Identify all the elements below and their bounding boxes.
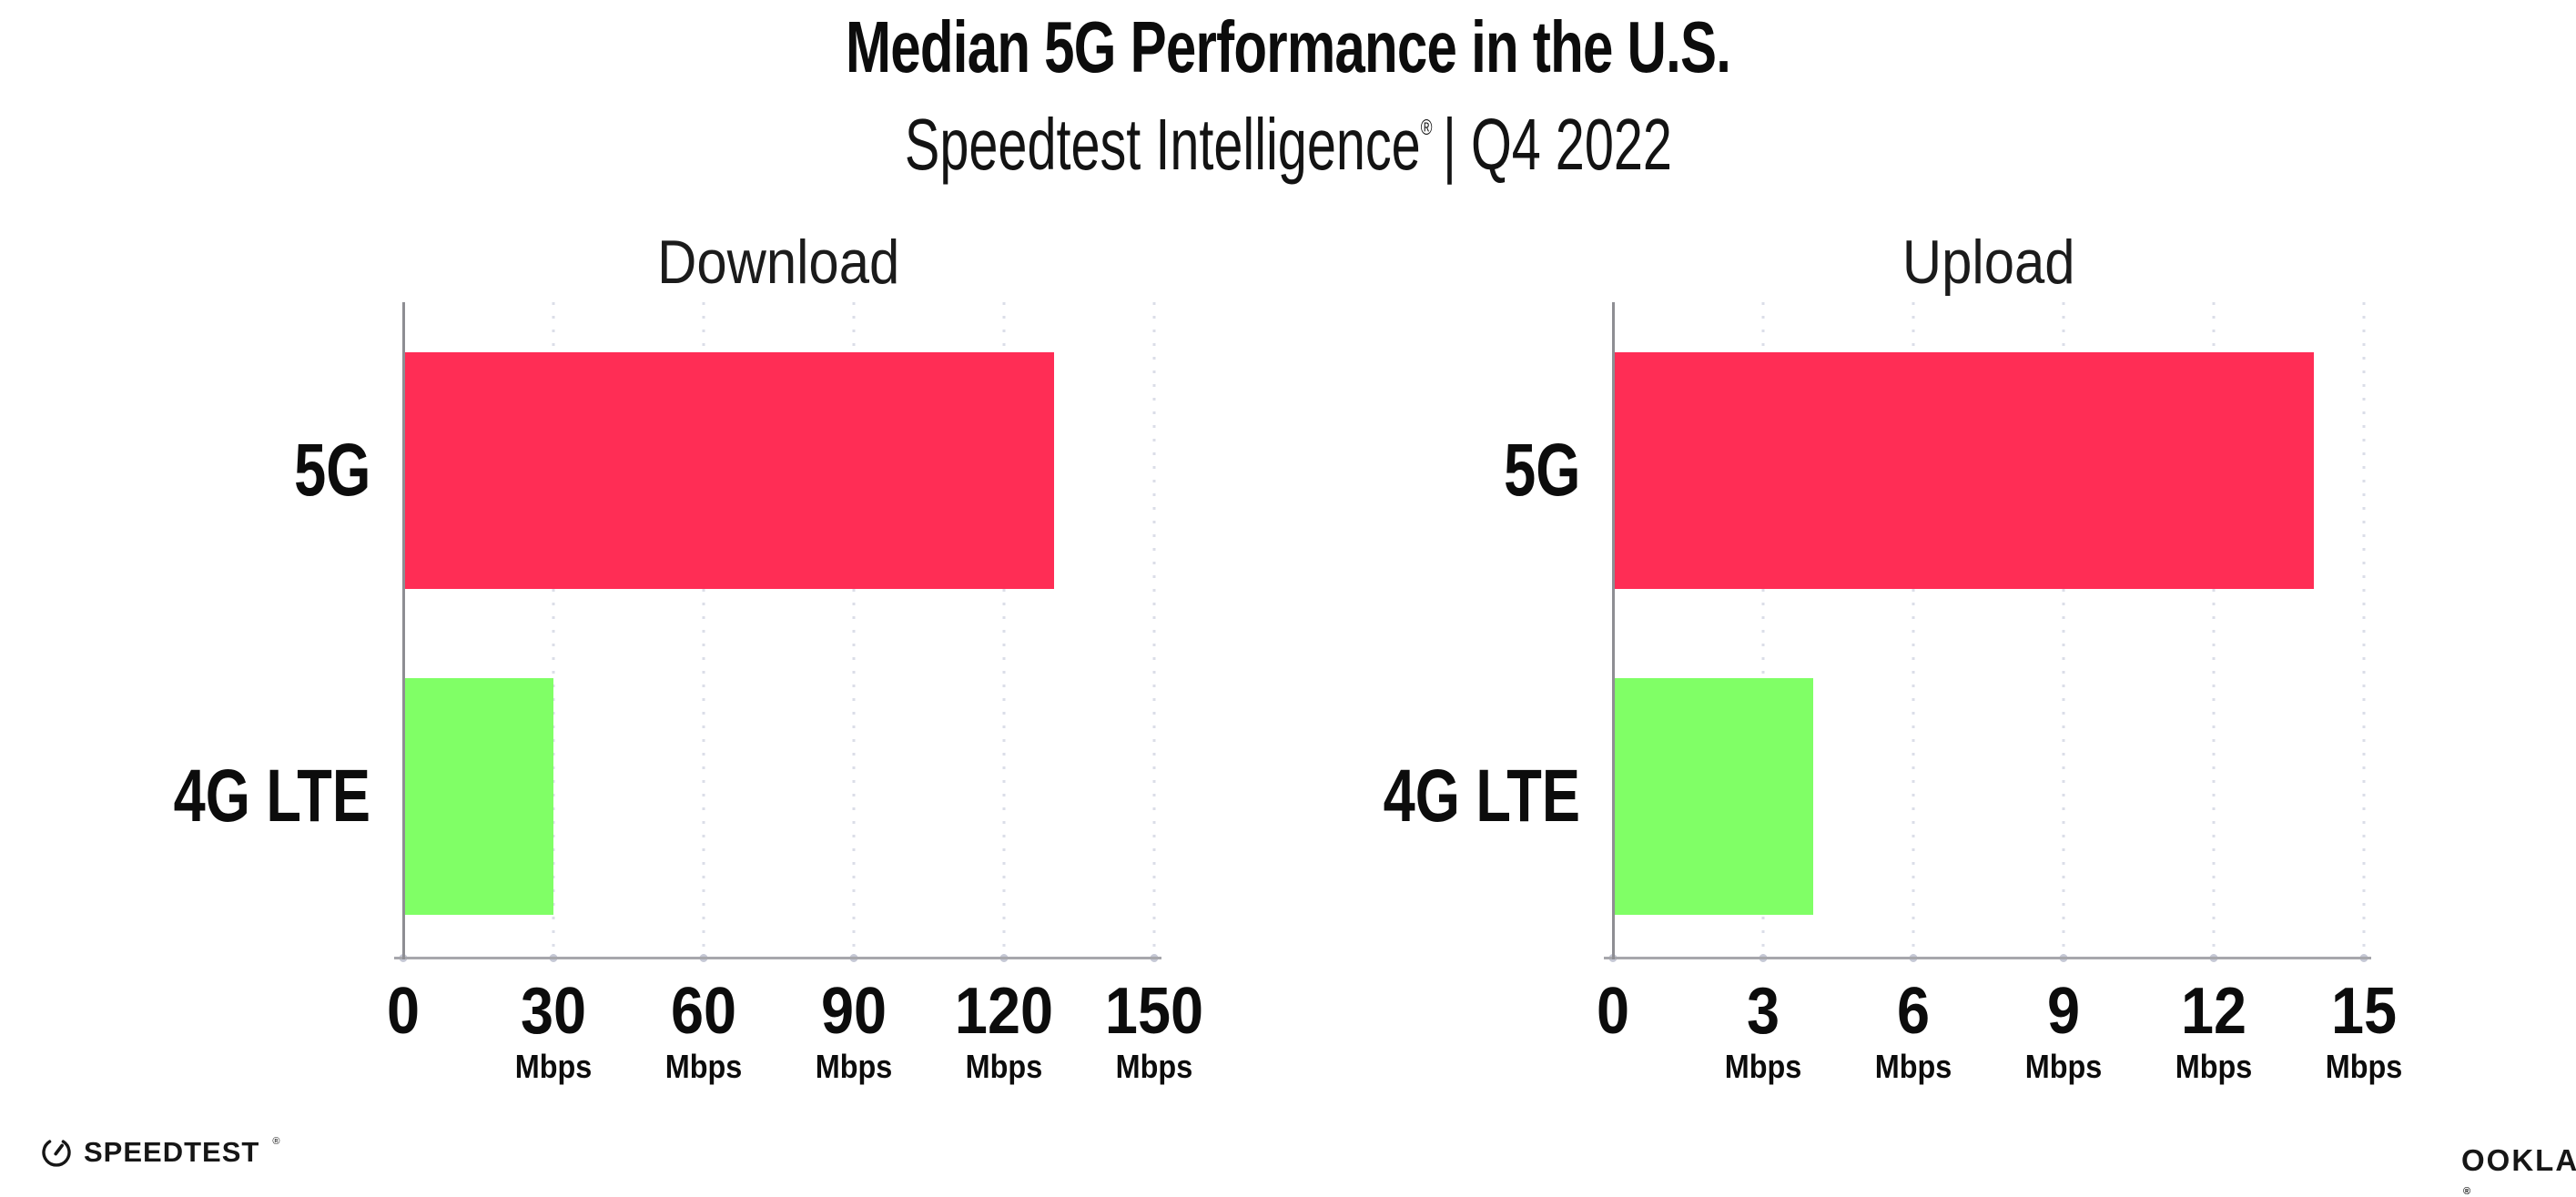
- bar-4g-lte: [403, 678, 553, 915]
- gridline: [1152, 302, 1156, 959]
- tick-label: 30 Mbps: [511, 979, 596, 1083]
- category-label-5g: 5G: [1503, 429, 1580, 512]
- tick-unit: Mbps: [1724, 1048, 1802, 1085]
- tick-label: 90 Mbps: [811, 979, 897, 1083]
- page-title: Median 5G Performance in the U.S.: [845, 6, 1731, 87]
- tick-value: 150: [1104, 975, 1204, 1048]
- tick-unit: Mbps: [1115, 1048, 1193, 1085]
- ookla-label: OOKLA: [2461, 1143, 2576, 1177]
- tick-value: 15: [2330, 975, 2398, 1048]
- gridline: [852, 302, 856, 959]
- tick-label: 6 Mbps: [1871, 979, 1956, 1083]
- chart-upload: Upload 0 3 Mbps 6 Mbps 9 Mbps 12 Mbps 15 Mbps 5G 4G L…: [1384, 231, 2403, 1083]
- tick-value: 9: [2046, 975, 2081, 1048]
- ookla-wordmark: OOKLA ®: [2461, 1143, 2576, 1197]
- tick-value: 0: [1596, 975, 1630, 1048]
- y-axis-line: [1612, 302, 1615, 959]
- tick-unit: Mbps: [815, 1048, 893, 1085]
- gridline: [2062, 302, 2065, 959]
- subtitle-brand: Speedtest Intelligence: [904, 104, 1421, 185]
- gridline: [702, 302, 705, 959]
- gridline: [1761, 302, 1765, 959]
- bar-4g-lte: [1613, 678, 1813, 915]
- tick-unit: Mbps: [1874, 1048, 1952, 1085]
- chart-title-text: Upload: [1902, 228, 2075, 297]
- tick-unit: Mbps: [2325, 1048, 2403, 1085]
- registered-mark: ®: [1420, 116, 1433, 140]
- gridline: [1912, 302, 1915, 959]
- tick-label: 0: [385, 979, 421, 1044]
- tick-label: 3 Mbps: [1720, 979, 1806, 1083]
- category-label-4g-lte: 4G LTE: [1383, 755, 1580, 837]
- chart-title: Upload: [1613, 231, 2364, 293]
- tick-value: 120: [954, 975, 1054, 1048]
- tick-label: 15 Mbps: [2321, 979, 2407, 1083]
- tick-value: 60: [670, 975, 737, 1048]
- tick-value: 6: [1896, 975, 1931, 1048]
- chart-title-text: Download: [657, 228, 900, 297]
- y-axis-line: [402, 302, 405, 959]
- speedtest-gauge-icon: [42, 1140, 71, 1167]
- bar-5g: [403, 352, 1054, 589]
- tick-unit: Mbps: [2024, 1048, 2103, 1085]
- tick-value: 0: [386, 975, 421, 1048]
- tick-label: 150 Mbps: [1100, 979, 1209, 1083]
- tick-label: 9 Mbps: [2021, 979, 2106, 1083]
- tick-value: 30: [520, 975, 587, 1048]
- gridline: [1002, 302, 1006, 959]
- gridline: [2212, 302, 2216, 959]
- x-axis-line: [1604, 957, 2371, 959]
- x-axis-line: [394, 957, 1161, 959]
- tick-label: 0: [1595, 979, 1631, 1044]
- tick-value: 12: [2180, 975, 2247, 1048]
- ookla-registered-mark: ®: [2463, 1186, 2473, 1197]
- plot-area: [1604, 302, 2371, 962]
- speedtest-wordmark: SPEEDTEST: [84, 1136, 260, 1168]
- speedtest-registered-mark: ®: [272, 1136, 280, 1147]
- tick-label: 60 Mbps: [661, 979, 746, 1083]
- gridline: [2362, 302, 2366, 959]
- gridline: [552, 302, 555, 959]
- tick-value: 90: [820, 975, 887, 1048]
- category-label-5g: 5G: [293, 429, 370, 512]
- chart-download: Download 0 30 Mbps 60 Mbps 90 Mbps 120 Mbps 150 Mbp…: [174, 231, 1203, 1083]
- tick-unit: Mbps: [664, 1048, 743, 1085]
- bar-5g: [1613, 352, 2314, 589]
- page-subtitle: Speedtest Intelligence® | Q4 2022: [0, 108, 2576, 181]
- tick-value: 3: [1746, 975, 1780, 1048]
- tick-label: 12 Mbps: [2171, 979, 2257, 1083]
- tick-unit: Mbps: [514, 1048, 593, 1085]
- tick-label: 120 Mbps: [949, 979, 1059, 1083]
- category-label-4g-lte: 4G LTE: [173, 755, 370, 837]
- chart-title: Download: [403, 231, 1154, 293]
- tick-unit: Mbps: [965, 1048, 1043, 1085]
- speedtest-logo: SPEEDTEST ®: [40, 1136, 279, 1169]
- tick-unit: Mbps: [2175, 1048, 2253, 1085]
- subtitle-quarter: | Q4 2022: [1442, 104, 1672, 185]
- plot-area: [394, 302, 1161, 962]
